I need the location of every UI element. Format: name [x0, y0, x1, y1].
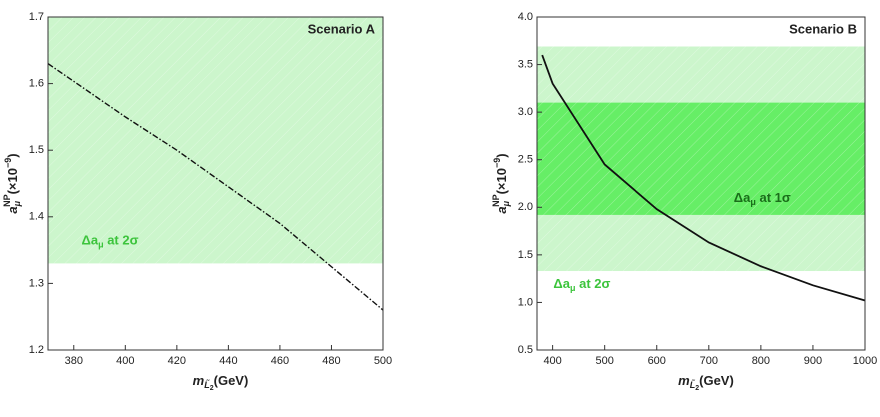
y-label-sup: NP — [2, 194, 12, 207]
y-tick-label: 3.5 — [518, 58, 533, 70]
y-tick-label: 0.5 — [518, 344, 533, 356]
label-sub: μ — [98, 240, 104, 250]
x-tick-label: 800 — [752, 355, 770, 367]
label-main: Δa — [82, 233, 99, 248]
x-tick-label: 900 — [804, 355, 822, 367]
x-label-rest: (GeV) — [214, 373, 249, 388]
y-label-close: ) — [5, 153, 20, 157]
band-hatch — [48, 17, 383, 264]
y-label-sub: μ — [501, 200, 511, 207]
x-label-subsub: 2 — [695, 385, 699, 392]
x-tick-label: 400 — [116, 355, 134, 367]
y-tick-label: 2.5 — [518, 154, 533, 166]
x-label-main: m — [678, 373, 690, 388]
y-tick-label: 1.2 — [29, 344, 44, 356]
curve — [47, 63, 384, 311]
label-rest: at 2σ — [104, 233, 139, 248]
y-label-sub: μ — [12, 200, 22, 207]
y-label-exp: −9 — [3, 158, 13, 168]
y-label-exp: −9 — [492, 158, 502, 168]
x-label-rest: (GeV) — [699, 373, 734, 388]
x-axis-label: mL̃2(GeV) — [193, 373, 249, 391]
y-tick-label: 1.5 — [518, 249, 533, 261]
y-tick-label: 1.7 — [29, 11, 44, 23]
x-tick-label: 460 — [271, 355, 289, 367]
x-tick-label: 1000 — [853, 355, 877, 367]
y-tick-label: 4.0 — [518, 11, 533, 23]
x-tick-label: 420 — [168, 355, 186, 367]
y-tick-label: 1.6 — [29, 78, 44, 90]
x-label-sub: L̃ — [204, 379, 210, 390]
y-tick-label: 1.5 — [29, 144, 44, 156]
x-label-subsub: 2 — [210, 385, 214, 392]
chart-title: Scenario A — [308, 21, 376, 36]
frame — [536, 16, 866, 351]
band-label: Δaμ at 2σ — [82, 233, 139, 250]
chart-title: Scenario B — [789, 21, 857, 36]
y-axis-label: aμNP(×10−9) — [2, 153, 22, 213]
curve — [541, 54, 866, 302]
band-label: Δaμ at 2σ — [553, 276, 610, 293]
x-label-main: m — [193, 373, 205, 388]
y-tick-label: 3.0 — [518, 106, 533, 118]
y-tick-label: 1.0 — [518, 296, 533, 308]
x-tick-label: 700 — [700, 355, 718, 367]
label-rest: at 2σ — [575, 276, 610, 291]
y-axis-label: aμNP(×10−9) — [491, 153, 511, 213]
y-tick-label: 1.4 — [29, 211, 44, 223]
band-label: Δaμ at 1σ — [734, 190, 791, 207]
x-tick-label: 400 — [543, 355, 561, 367]
y-label-sup: NP — [491, 194, 501, 207]
y-label-main: a — [5, 206, 20, 213]
label-main: Δa — [553, 276, 570, 291]
x-tick-label: 380 — [65, 355, 83, 367]
x-tick-label: 500 — [596, 355, 614, 367]
y-tick-label: 2.0 — [518, 201, 533, 213]
x-label-sub: L̃ — [690, 379, 696, 390]
y-tick-label: 1.3 — [29, 277, 44, 289]
y-label-main: a — [494, 206, 509, 213]
label-sub: μ — [750, 197, 756, 207]
x-axis-label: mL̃2(GeV) — [678, 373, 734, 391]
x-tick-label: 600 — [648, 355, 666, 367]
y-label-close: ) — [494, 153, 509, 157]
frame — [47, 16, 384, 351]
label-main: Δa — [734, 190, 751, 205]
label-rest: at 1σ — [756, 190, 791, 205]
y-label-rest: (×10 — [494, 168, 509, 194]
band-hatch — [537, 102, 865, 215]
label-sub: μ — [570, 283, 576, 293]
x-tick-label: 440 — [219, 355, 237, 367]
y-label-rest: (×10 — [5, 168, 20, 194]
x-tick-label: 500 — [374, 355, 392, 367]
x-tick-label: 480 — [322, 355, 340, 367]
